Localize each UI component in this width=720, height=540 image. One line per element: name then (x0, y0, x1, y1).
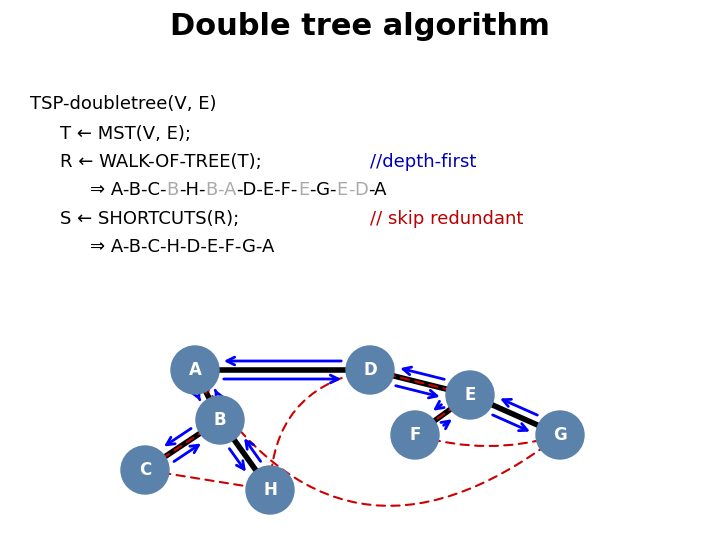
Text: ⇒ A-B-C-H-D-E-F-G-A: ⇒ A-B-C-H-D-E-F-G-A (90, 238, 274, 256)
Text: -D-E-F-: -D-E-F- (236, 181, 298, 199)
Text: -G-: -G- (309, 181, 336, 199)
Circle shape (196, 396, 244, 444)
Text: -: - (217, 181, 224, 199)
Text: //depth-first: //depth-first (370, 153, 477, 171)
Circle shape (246, 466, 294, 514)
Text: A: A (189, 361, 202, 379)
Text: A: A (224, 181, 236, 199)
Text: D: D (354, 181, 368, 199)
Text: B: B (205, 181, 217, 199)
Text: -H-: -H- (179, 181, 205, 199)
Text: S ← SHORTCUTS(R);: S ← SHORTCUTS(R); (60, 210, 239, 228)
Text: TSP-doubletree(V, E): TSP-doubletree(V, E) (30, 95, 217, 113)
Text: T ← MST(V, E);: T ← MST(V, E); (60, 125, 191, 143)
Circle shape (446, 371, 494, 419)
Text: B: B (166, 181, 179, 199)
Circle shape (536, 411, 584, 459)
Text: E: E (298, 181, 309, 199)
Circle shape (121, 446, 169, 494)
Circle shape (391, 411, 439, 459)
Text: H: H (263, 481, 277, 499)
Text: R ← WALK-OF-TREE(T);: R ← WALK-OF-TREE(T); (60, 153, 262, 171)
Text: ⇒ A-B-C-: ⇒ A-B-C- (90, 181, 166, 199)
Text: E: E (464, 386, 476, 404)
Text: F: F (409, 426, 420, 444)
Text: C: C (139, 461, 151, 479)
Circle shape (346, 346, 394, 394)
Text: G: G (553, 426, 567, 444)
Text: Double tree algorithm: Double tree algorithm (170, 12, 550, 41)
Text: E: E (336, 181, 348, 199)
Circle shape (171, 346, 219, 394)
Text: B: B (214, 411, 226, 429)
Text: // skip redundant: // skip redundant (370, 210, 523, 228)
Text: -A: -A (368, 181, 387, 199)
Text: D: D (363, 361, 377, 379)
Text: -: - (348, 181, 354, 199)
